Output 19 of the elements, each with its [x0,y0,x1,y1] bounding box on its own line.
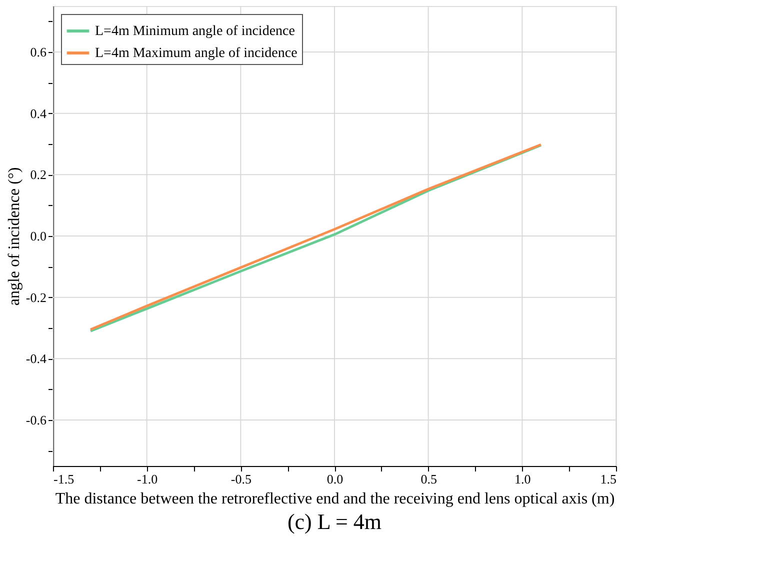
y-tick-label: 0.6 [30,44,47,60]
legend-label: L=4m Minimum angle of incidence [95,24,295,39]
y-tick-label: 0.4 [30,106,47,121]
x-tick-label: -1.0 [137,472,158,486]
x-tick-label: -1.5 [54,472,74,486]
y-tick-label: -0.6 [26,412,47,428]
x-tick-label: -0.5 [230,472,252,486]
y-axis-title: angle of incidence (°) [6,167,23,306]
x-tick-label: 0.5 [420,472,437,486]
x-axis-title: The distance between the retroreflective end and the receiving end lens optical axis (m) [55,490,615,508]
text: (c) L = 4m [287,509,382,534]
x-tick-label: 1.5 [600,472,616,486]
y-tick-label: -0.4 [26,351,47,366]
legend-label: L=4m Maximum angle of incidence [95,46,298,61]
x-tick-label: 0.0 [326,472,344,486]
y-tick-label: 0.2 [30,167,46,182]
y-tick-label: 0.0 [30,228,46,244]
y-tick-label: -0.2 [26,290,46,305]
x-tick-label: 1.0 [514,472,531,486]
